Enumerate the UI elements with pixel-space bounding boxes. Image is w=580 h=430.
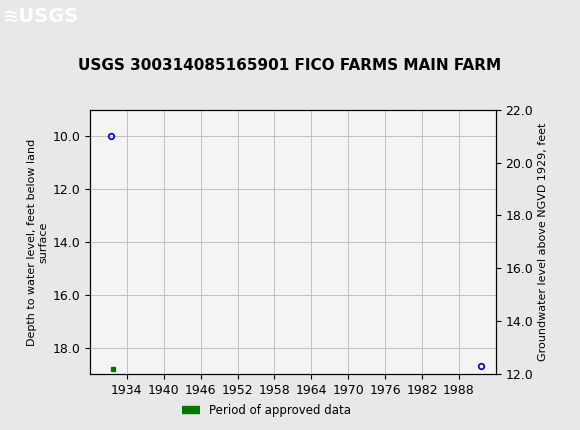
- Y-axis label: Depth to water level, feet below land
surface: Depth to water level, feet below land su…: [27, 138, 48, 345]
- Legend: Period of approved data: Period of approved data: [177, 399, 356, 422]
- Text: USGS 300314085165901 FICO FARMS MAIN FARM: USGS 300314085165901 FICO FARMS MAIN FAR…: [78, 58, 502, 73]
- Text: ≋USGS: ≋USGS: [3, 6, 79, 26]
- Y-axis label: Groundwater level above NGVD 1929, feet: Groundwater level above NGVD 1929, feet: [538, 123, 548, 361]
